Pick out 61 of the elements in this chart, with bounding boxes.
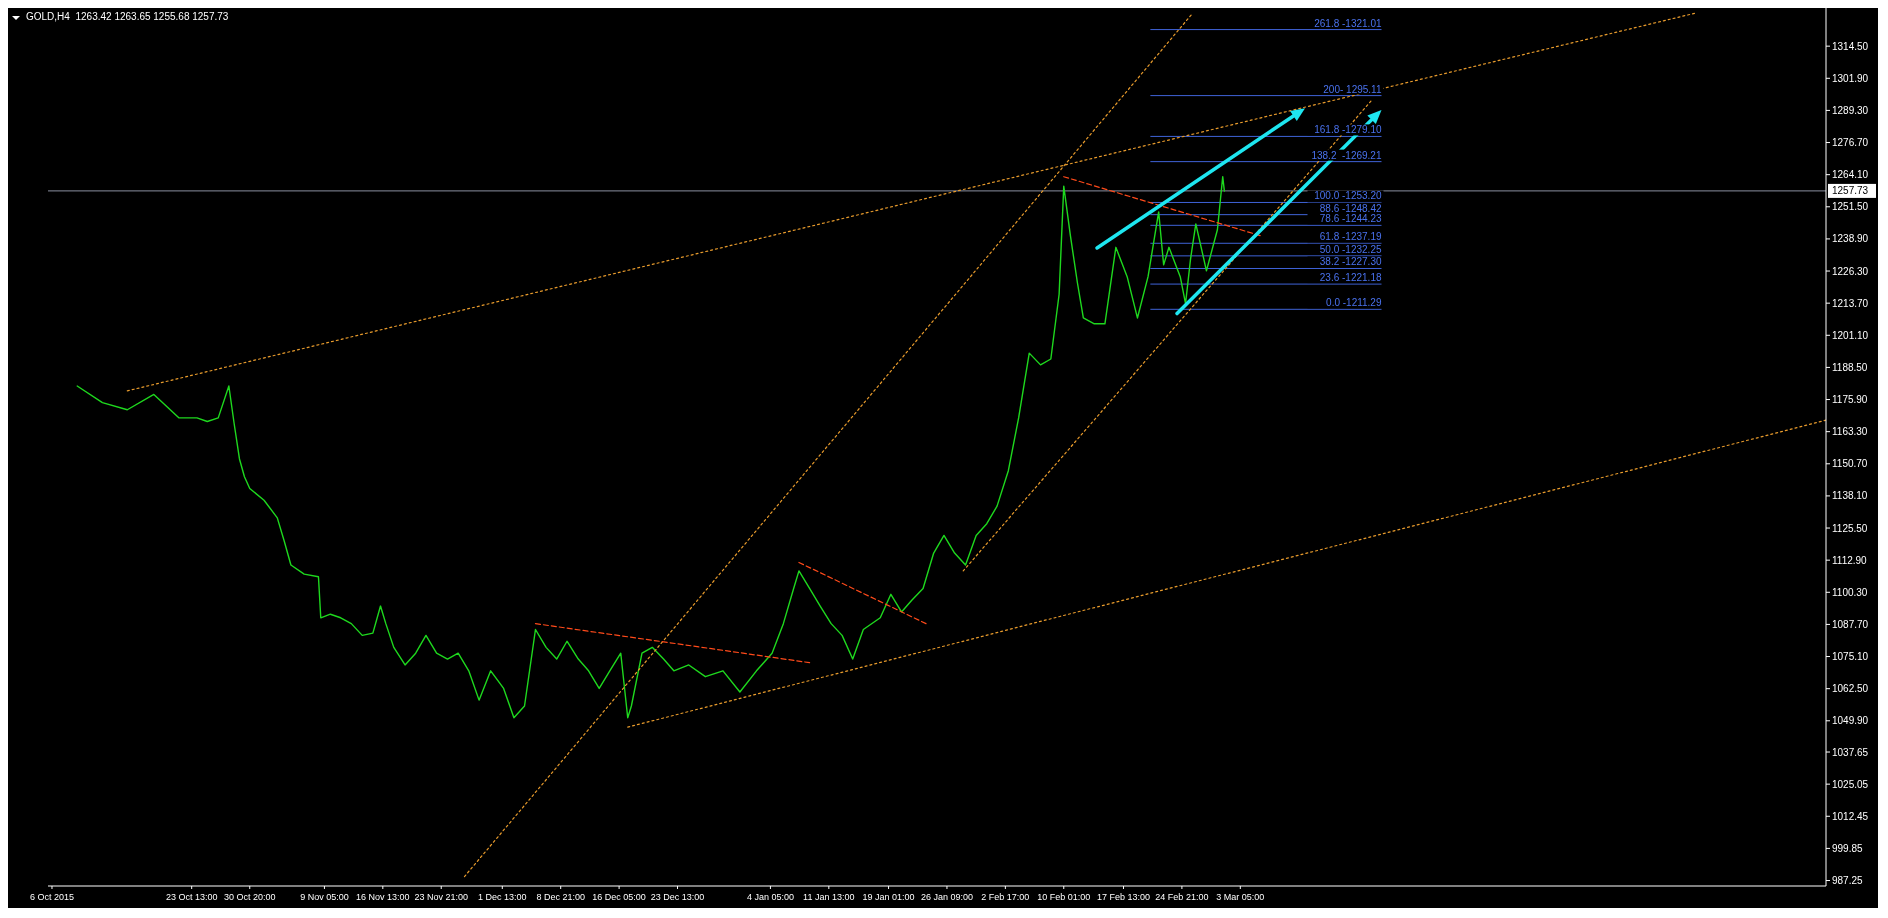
x-tick-label: 17 Feb 13:00	[1096, 892, 1151, 902]
x-tick-label: 23 Dec 13:00	[650, 892, 705, 902]
annotation: 200- 1295.11	[1323, 83, 1382, 95]
y-tick-label: 1213.70	[1832, 297, 1869, 309]
y-tick-label: 1238.90	[1832, 233, 1869, 245]
line-series	[76, 176, 1226, 719]
annotation: 38.2 -1227.30	[1319, 256, 1382, 268]
x-tick-label: 23 Oct 13:00	[165, 892, 218, 902]
y-tick-label: 1301.90	[1832, 72, 1869, 84]
y-tick-label: 1175.90	[1832, 394, 1868, 406]
y-tick-label: 1138.10	[1832, 490, 1868, 502]
y-tick-label: 1100.30	[1832, 586, 1868, 598]
y-tick-label: 1075.10	[1832, 651, 1869, 663]
x-tick-label: 8 Dec 21:00	[536, 892, 585, 902]
annotation: 23.6 -1221.18	[1319, 272, 1382, 284]
annotation: 78.6 -1244.23	[1319, 213, 1382, 225]
x-tick-label: 26 Jan 09:00	[920, 892, 973, 902]
annotation: 61.8 -1237.19	[1319, 231, 1382, 243]
x-tick-label: 6 Oct 2015	[29, 892, 74, 902]
y-tick-label: 1037.65	[1832, 746, 1869, 758]
y-tick-label: 1163.30	[1832, 426, 1868, 438]
y-tick-label: 1276.70	[1832, 137, 1869, 149]
x-tick-label: 3 Mar 05:00	[1216, 892, 1265, 902]
x-tick-label: 16 Nov 13:00	[356, 892, 410, 902]
ref-line-label: 1257.73	[1832, 185, 1869, 197]
y-tick-label: 1264.10	[1832, 169, 1869, 181]
y-tick-label: 1188.50	[1832, 361, 1868, 373]
y-tick-label: 1201.10	[1832, 329, 1869, 341]
y-tick-label: 1251.50	[1832, 201, 1869, 213]
x-tick-label: 10 Feb 01:00	[1037, 892, 1091, 902]
chart-title: GOLD,H4 1263.42 1263.65 1255.68 1257.73	[26, 11, 229, 22]
x-tick-label: 4 Jan 05:00	[746, 892, 794, 902]
annotation: 88.6 -1248.42	[1319, 202, 1382, 214]
annotation: 261.8 -1321.01	[1314, 17, 1382, 29]
y-tick-label: 987.25	[1832, 875, 1864, 887]
y-tick-label: 1087.70	[1832, 618, 1869, 630]
y-tick-label: 1226.30	[1832, 265, 1869, 277]
y-tick-label: 1150.70	[1832, 458, 1868, 470]
y-tick-label: 1314.50	[1832, 40, 1869, 52]
annotation: 161.8 -1279.10	[1314, 124, 1382, 136]
y-tick-label: 1112.90	[1832, 554, 1868, 566]
x-tick-label: 2 Feb 17:00	[981, 892, 1030, 902]
y-tick-label: 1125.50	[1832, 522, 1868, 534]
y-tick-label: 1289.30	[1832, 104, 1869, 116]
annotation: 0.0 -1211.29	[1326, 297, 1382, 309]
x-tick-label: 23 Nov 21:00	[414, 892, 468, 902]
x-tick-label: 1 Dec 13:00	[478, 892, 527, 902]
y-tick-label: 1049.90	[1832, 715, 1869, 727]
x-tick-label: 24 Feb 21:00	[1155, 892, 1209, 902]
annotation: 100.0 -1253.20	[1314, 190, 1382, 202]
x-tick-label: 19 Jan 01:00	[862, 892, 915, 902]
y-tick-label: 999.85	[1832, 842, 1864, 854]
annotation: 50.0 -1232.25	[1319, 243, 1382, 255]
y-tick-label: 1025.05	[1832, 778, 1869, 790]
y-tick-label: 1062.50	[1832, 683, 1869, 695]
y-tick-label: 1012.45	[1832, 810, 1869, 822]
x-tick-label: 9 Nov 05:00	[300, 892, 349, 902]
x-tick-label: 16 Dec 05:00	[592, 892, 646, 902]
annotation: 138.2 -1269.21	[1311, 149, 1382, 161]
x-tick-label: 11 Jan 13:00	[803, 892, 855, 902]
x-tick-label: 30 Oct 20:00	[223, 892, 276, 902]
